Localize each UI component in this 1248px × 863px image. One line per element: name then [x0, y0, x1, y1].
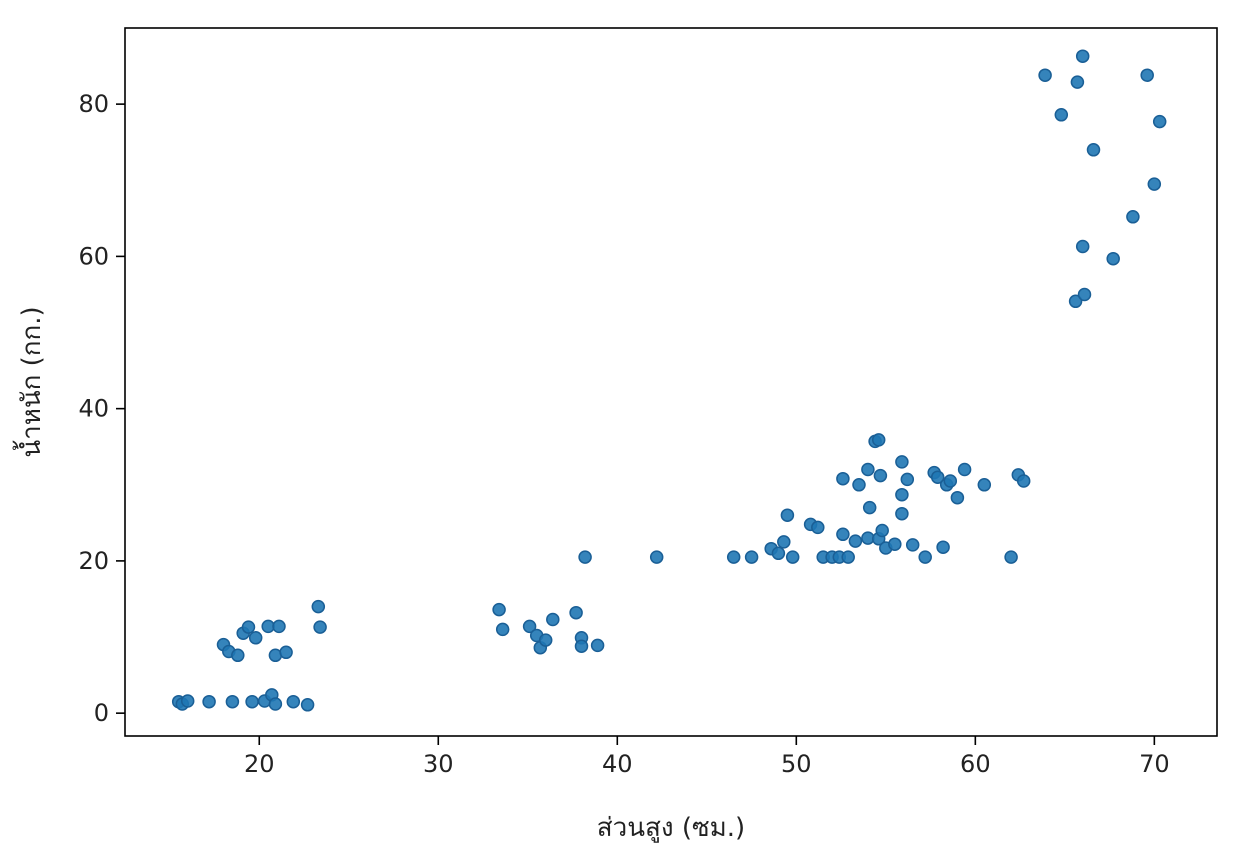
- scatter-point: [248, 631, 263, 645]
- scatter-point: [300, 698, 315, 712]
- scatter-point: [1068, 294, 1083, 309]
- scatter-point: [777, 535, 791, 549]
- scatter-point: [780, 508, 795, 522]
- y-tick-label: 40: [78, 395, 109, 423]
- scatter-point: [861, 462, 875, 477]
- scatter-point: [1140, 68, 1154, 82]
- scatter-point: [811, 520, 825, 535]
- scatter-point: [841, 550, 855, 564]
- scatter-point: [492, 602, 506, 617]
- scatter-point: [590, 638, 605, 653]
- y-tick-label: 0: [94, 699, 109, 727]
- scatter-point: [895, 455, 909, 469]
- x-tick-label: 20: [244, 750, 275, 778]
- scatter-point: [900, 472, 915, 487]
- scatter-point: [852, 478, 866, 492]
- scatter-point: [202, 694, 216, 709]
- y-axis-ticks: 0 20 40 60 80: [78, 90, 125, 727]
- scatter-point: [574, 639, 589, 653]
- scatter-point: [286, 694, 301, 709]
- scatter-point: [771, 546, 786, 561]
- scatter-point: [313, 620, 327, 634]
- x-axis-title: ส่วนสูง (ซม.): [597, 813, 745, 843]
- scatter-point: [848, 534, 863, 548]
- scatter-point: [231, 648, 245, 663]
- scatter-point: [888, 537, 902, 551]
- scatter-point: [1086, 143, 1101, 157]
- scatter-point: [1004, 550, 1018, 564]
- scatter-point: [1077, 287, 1092, 302]
- y-tick-label: 60: [78, 242, 109, 270]
- scatter-point: [1038, 68, 1052, 82]
- x-tick-label: 40: [602, 750, 633, 778]
- scatter-point: [726, 550, 741, 564]
- y-tick-label: 80: [78, 90, 109, 118]
- scatter-point: [1126, 210, 1140, 224]
- y-tick-label: 20: [78, 547, 109, 575]
- scatter-point: [180, 694, 195, 708]
- scatter-point: [785, 550, 800, 564]
- scatter-point: [862, 500, 877, 515]
- scatter-point: [836, 527, 850, 542]
- scatter-point: [905, 538, 920, 552]
- scatter-point: [744, 550, 759, 564]
- scatter-point: [873, 468, 888, 483]
- scatter-point: [1106, 251, 1120, 266]
- scatter-point: [1016, 474, 1031, 488]
- scatter-point: [957, 462, 972, 477]
- scatter-point: [569, 605, 583, 620]
- plot-frame: [124, 27, 1218, 737]
- scatter-point: [930, 470, 945, 484]
- scatter-point: [268, 697, 283, 711]
- scatter-point: [279, 645, 293, 660]
- x-tick-label: 70: [1139, 750, 1170, 778]
- scatter-point: [649, 550, 664, 564]
- scatter-point: [578, 550, 592, 564]
- scatter-point: [522, 619, 537, 634]
- scatter-point: [836, 471, 850, 486]
- scatter-point: [950, 490, 965, 505]
- data-points: [171, 49, 1167, 712]
- x-tick-label: 60: [960, 750, 991, 778]
- scatter-point: [245, 694, 259, 709]
- scatter-point: [871, 433, 886, 447]
- scatter-point: [495, 622, 510, 637]
- scatter-point: [311, 599, 326, 614]
- scatter-point: [538, 633, 553, 647]
- scatter-point: [272, 619, 286, 634]
- x-tick-label: 50: [781, 750, 812, 778]
- scatter-point: [977, 478, 992, 492]
- scatter-point: [1054, 108, 1069, 122]
- scatter-point: [241, 620, 256, 634]
- scatter-point: [895, 506, 909, 521]
- scatter-point: [936, 540, 950, 554]
- scatter-point: [1075, 49, 1090, 63]
- scatter-point: [875, 523, 889, 538]
- scatter-point: [1070, 75, 1085, 89]
- scatter-point: [895, 487, 909, 502]
- scatter-point: [1075, 239, 1090, 254]
- scatter-point: [546, 612, 560, 627]
- x-tick-label: 30: [423, 750, 454, 778]
- x-axis-ticks: 20 30 40 50 60 70: [244, 736, 1170, 778]
- y-axis-title: น้ำหนัก (กก.): [12, 306, 47, 457]
- scatter-point: [225, 694, 240, 709]
- scatter-point: [943, 474, 958, 488]
- scatter-point: [1152, 114, 1167, 129]
- scatter-point: [918, 550, 932, 564]
- scatter-point: [1147, 177, 1162, 191]
